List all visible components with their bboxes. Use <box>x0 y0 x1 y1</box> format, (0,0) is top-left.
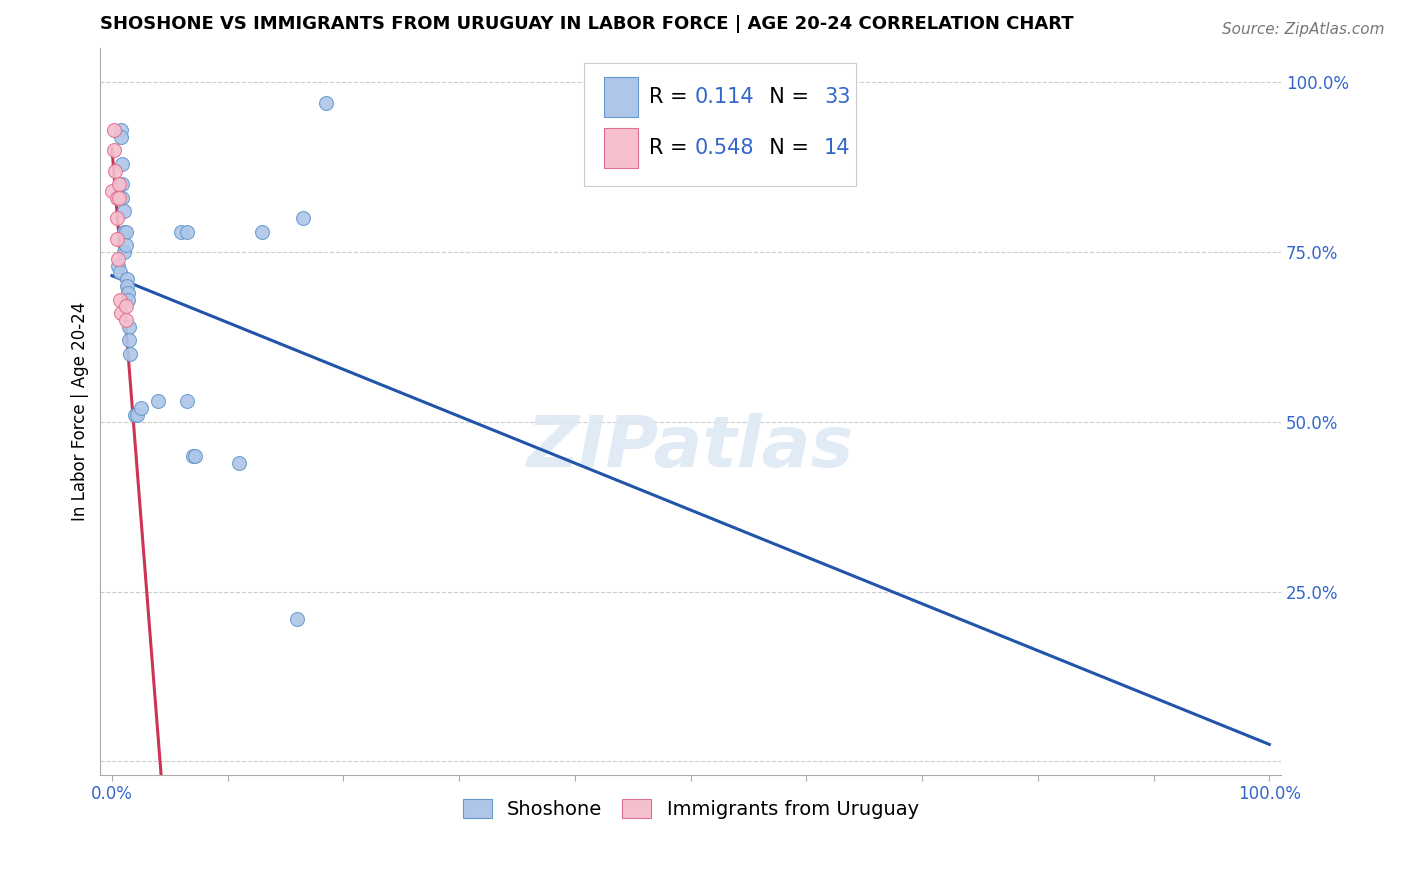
Point <box>108 265 131 279</box>
Point <box>111 178 134 192</box>
Point <box>110 123 132 137</box>
Point <box>170 225 193 239</box>
Point <box>105 211 128 226</box>
Point <box>104 163 127 178</box>
FancyBboxPatch shape <box>605 128 637 168</box>
Point <box>112 225 135 239</box>
Point <box>117 293 139 307</box>
Point <box>114 313 136 327</box>
Text: R =: R = <box>650 138 695 158</box>
Text: Source: ZipAtlas.com: Source: ZipAtlas.com <box>1222 22 1385 37</box>
Point <box>285 612 308 626</box>
Point <box>112 245 135 260</box>
Text: R =: R = <box>650 87 695 107</box>
Point <box>103 123 125 137</box>
Point <box>252 225 274 239</box>
FancyBboxPatch shape <box>585 63 856 186</box>
Text: 0.114: 0.114 <box>695 87 754 107</box>
Text: ZIPatlas: ZIPatlas <box>527 414 855 483</box>
Text: SHOSHONE VS IMMIGRANTS FROM URUGUAY IN LABOR FORCE | AGE 20-24 CORRELATION CHART: SHOSHONE VS IMMIGRANTS FROM URUGUAY IN L… <box>100 15 1074 33</box>
Legend: Shoshone, Immigrants from Uruguay: Shoshone, Immigrants from Uruguay <box>454 790 927 827</box>
Text: 14: 14 <box>824 138 851 158</box>
Text: 33: 33 <box>824 87 851 107</box>
Point <box>118 319 141 334</box>
Point <box>110 129 132 144</box>
Point <box>111 157 134 171</box>
Point <box>291 211 314 226</box>
Point <box>103 143 125 157</box>
Point <box>110 306 132 320</box>
Point <box>108 293 131 307</box>
Point <box>112 204 135 219</box>
Point <box>115 279 138 293</box>
Point <box>148 394 170 409</box>
Point <box>114 225 136 239</box>
Point <box>115 272 138 286</box>
Point <box>176 394 198 409</box>
Point <box>120 347 142 361</box>
Point <box>105 231 128 245</box>
Point <box>176 225 198 239</box>
Point <box>101 184 124 198</box>
Point <box>107 259 129 273</box>
Point <box>108 191 131 205</box>
Point <box>108 178 131 192</box>
Point <box>107 252 129 266</box>
Point <box>118 334 141 348</box>
Point <box>124 408 146 422</box>
Point <box>105 191 128 205</box>
Text: N =: N = <box>755 87 815 107</box>
FancyBboxPatch shape <box>605 77 637 117</box>
Point <box>114 300 136 314</box>
Point <box>181 449 204 463</box>
Point <box>315 95 337 110</box>
Text: 0.548: 0.548 <box>695 138 754 158</box>
Point <box>114 238 136 252</box>
Point <box>111 191 134 205</box>
Point <box>228 456 250 470</box>
Point <box>184 449 207 463</box>
Text: N =: N = <box>755 138 815 158</box>
Point <box>117 285 139 300</box>
Point <box>129 401 152 416</box>
Point <box>127 408 149 422</box>
Y-axis label: In Labor Force | Age 20-24: In Labor Force | Age 20-24 <box>72 302 89 521</box>
